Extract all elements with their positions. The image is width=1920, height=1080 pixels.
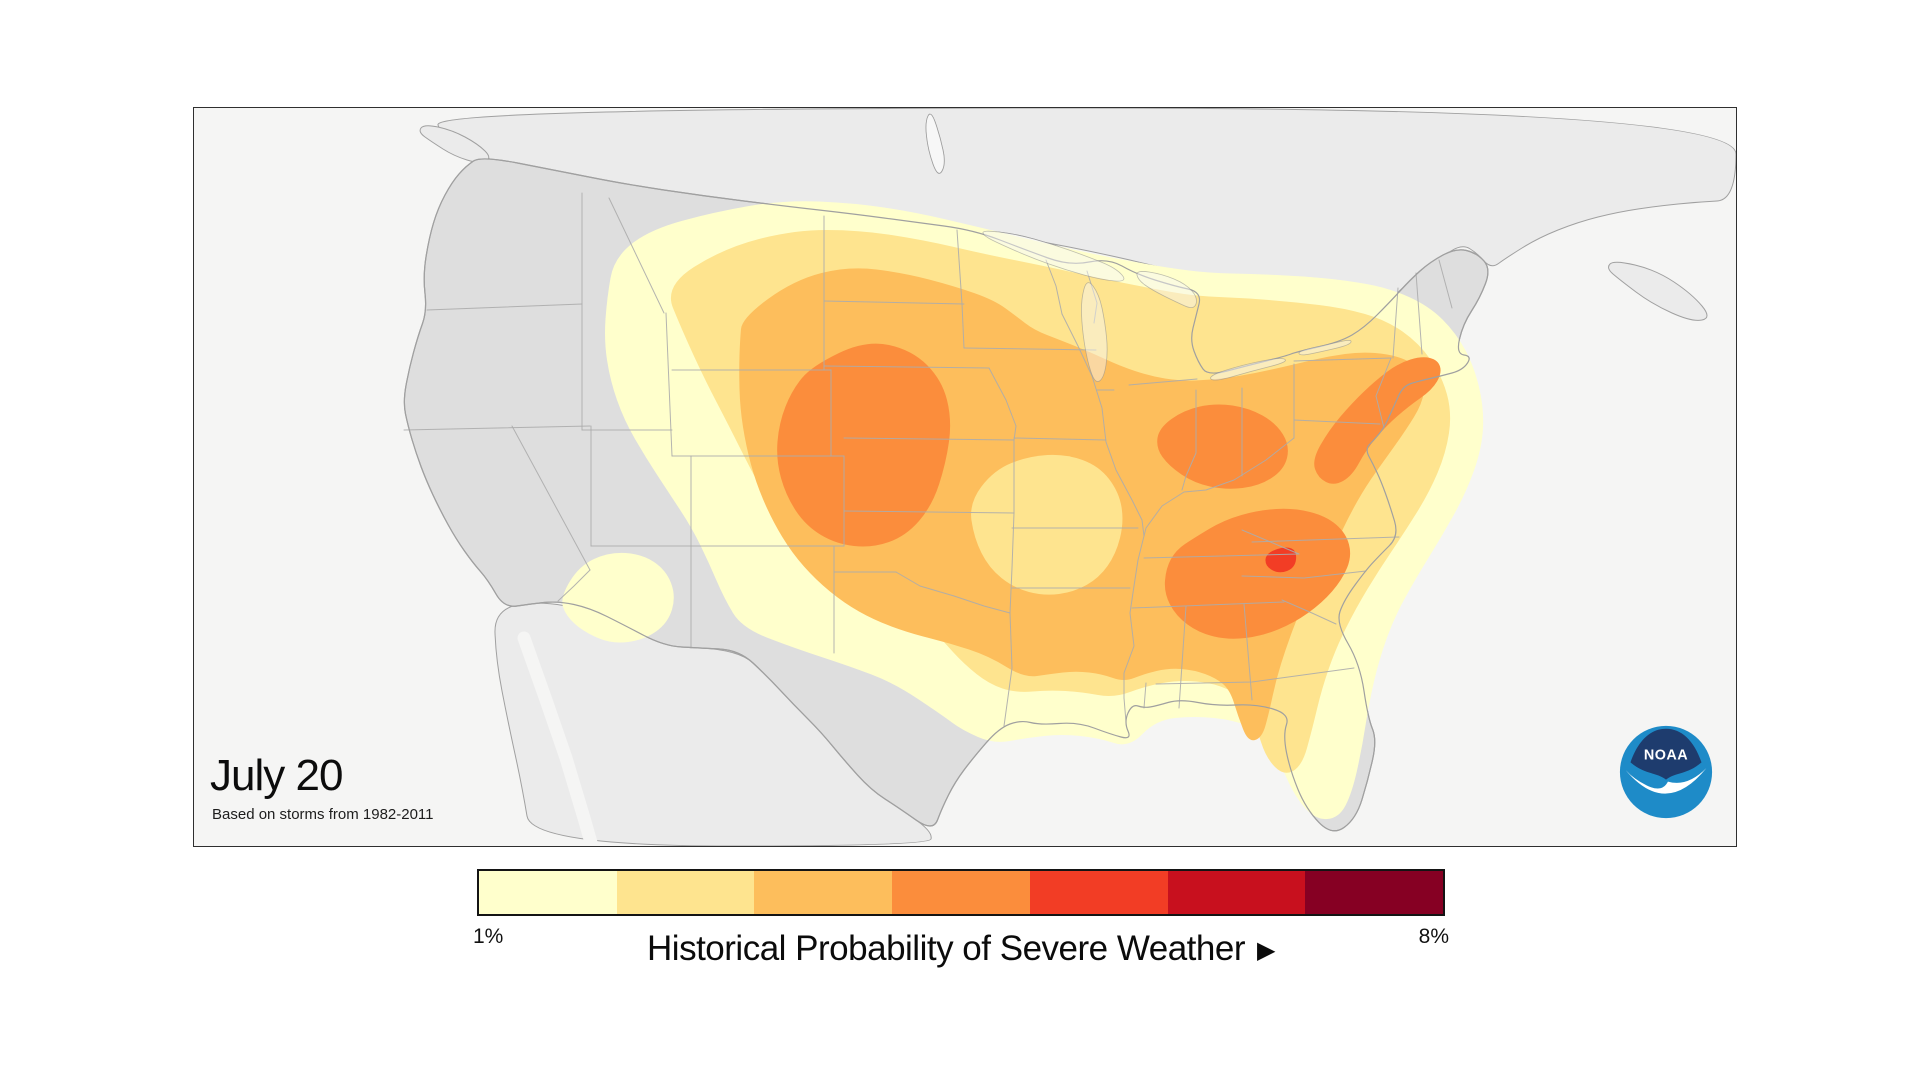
state-border-54 [1128,378,1198,386]
legend-arrow-icon: ▶ [1256,937,1275,964]
state-border-0 [426,303,583,311]
state-border-26 [1009,512,1015,614]
state-border-21 [843,437,1015,441]
contour-level-2-missouri-notch [971,454,1123,595]
state-border-22 [843,510,1015,514]
land-nova-scotia [1608,261,1708,321]
state-border-46 [1241,570,1367,579]
state-border-19 [823,365,990,369]
legend: 1% 8% Historical Probability of Severe W… [473,869,1449,991]
state-border-47 [1251,536,1400,543]
state-border-48 [1293,419,1381,425]
contour-level-4-plains [777,343,951,547]
state-border-32 [1061,313,1145,723]
legend-title: Historical Probability of Severe Weather… [477,929,1445,969]
logo-fan [1630,728,1702,780]
state-border-31 [988,367,1017,441]
legend-min-label: 1% [473,925,504,948]
state-border-7 [665,312,673,457]
state-border-35 [1181,389,1197,491]
state-border-45 [1281,599,1337,625]
legend-segment-5 [1029,871,1168,914]
lake-overlay-3 [1210,358,1286,381]
legend-segment-7 [1305,871,1444,914]
noaa-logo: NOAA [1619,725,1713,819]
logo-bird-icon [1625,768,1707,794]
date-label: July 20 [210,751,343,800]
state-border-40 [1241,529,1300,555]
state-border-33 [1045,259,1063,315]
contour-level-1-arizona [562,552,674,643]
land-vancouver-island [419,125,490,163]
state-border-18 [823,300,965,305]
contour-level-4-midatlantic [1314,357,1441,484]
state-border-24 [1003,612,1013,727]
state-border-29 [961,303,965,349]
state-border-38 [1143,437,1295,537]
state-border-39 [1143,553,1300,559]
state-border-28 [956,229,963,305]
gulf-of-california [517,631,599,846]
state-border-44 [1155,667,1355,685]
state-border-43 [1243,603,1253,701]
legend-segment-4 [892,871,1030,914]
state-border-5 [608,197,665,314]
legend-title-text: Historical Probability of Severe Weather [647,929,1245,968]
state-border-27 [1013,437,1107,441]
state-border-50 [1375,357,1392,429]
legend-max-label: 8% [1418,925,1449,948]
map-panel: July 20 Based on storms from 1982-2011 N… [193,107,1737,847]
noaa-logo-text: NOAA [1644,748,1688,764]
legend-segment-6 [1167,871,1306,914]
source-note: Based on storms from 1982-2011 [212,806,434,823]
state-border-52 [1415,272,1423,355]
us-probability-map [403,108,1736,846]
lake-overlay-2 [1136,271,1197,308]
state-border-4 [557,569,591,602]
state-border-53 [1438,259,1453,309]
lake-overlay-0 [982,230,1125,282]
legend-segment-1 [479,871,617,914]
state-border-30 [963,347,1097,351]
us-coast-outline [403,158,1489,832]
state-border-56 [1143,682,1147,709]
lake-overlay-5 [925,113,945,174]
contour-level-4-southeast [1164,508,1351,639]
legend-labels: 1% 8% Historical Probability of Severe W… [473,921,1449,991]
legend-segment-2 [616,871,755,914]
lake-overlay-4 [1298,339,1352,356]
state-border-55 [1086,270,1098,324]
state-border-41 [1131,601,1285,609]
legend-color-bar [477,869,1445,916]
lake-overlay-1 [1081,282,1108,382]
legend-segment-3 [754,871,893,914]
state-border-3 [511,425,591,571]
state-border-2 [403,425,591,431]
state-border-49 [1293,357,1392,362]
state-border-23 [895,571,1011,614]
state-border-42 [1178,605,1187,709]
state-border-51 [1392,287,1399,359]
contour-level-5-carolinas [1265,547,1297,573]
